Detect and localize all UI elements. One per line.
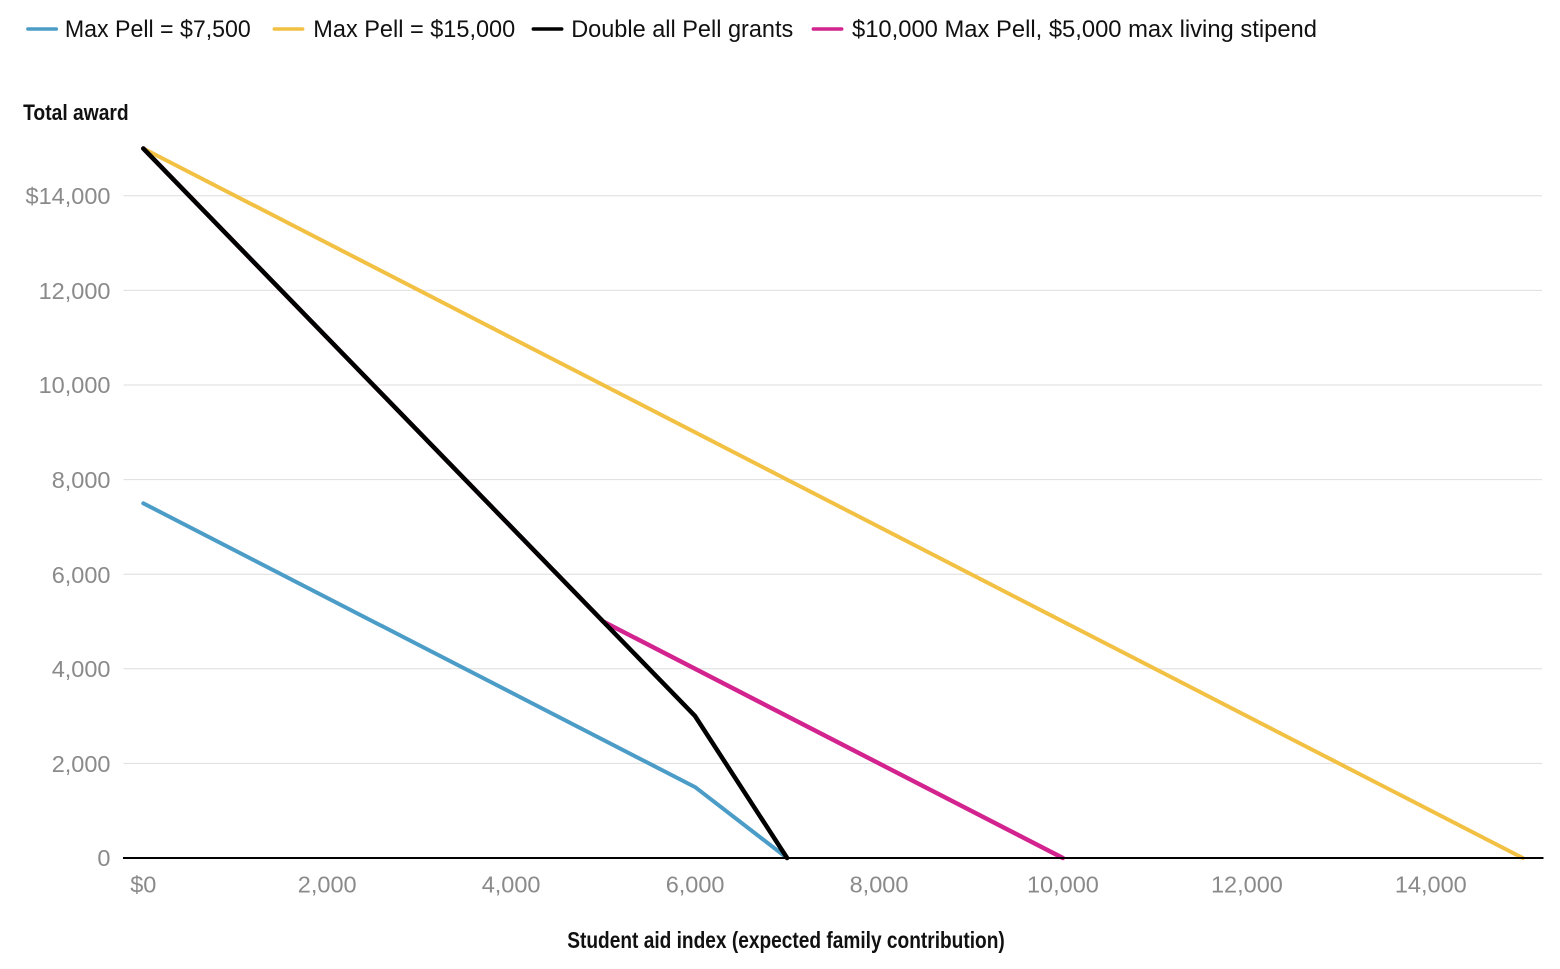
svg-text:6,000: 6,000 [52,562,111,588]
svg-text:0: 0 [97,845,110,871]
svg-text:8,000: 8,000 [52,467,111,493]
svg-text:14,000: 14,000 [1395,872,1467,898]
svg-text:12,000: 12,000 [1211,872,1283,898]
svg-text:Total award: Total award [23,100,129,125]
svg-text:6,000: 6,000 [666,872,725,898]
svg-text:2,000: 2,000 [52,751,111,777]
svg-text:8,000: 8,000 [850,872,909,898]
svg-text:Double all Pell grants: Double all Pell grants [571,16,793,43]
svg-text:$10,000 Max Pell, $5,000 max l: $10,000 Max Pell, $5,000 max living stip… [852,16,1317,43]
svg-text:Max Pell = $7,500: Max Pell = $7,500 [65,16,251,43]
svg-text:2,000: 2,000 [298,872,357,898]
svg-text:10,000: 10,000 [1027,872,1099,898]
svg-text:10,000: 10,000 [39,372,111,398]
svg-text:Max Pell = $15,000: Max Pell = $15,000 [313,16,515,43]
svg-text:12,000: 12,000 [39,278,111,304]
svg-text:$14,000: $14,000 [26,183,111,209]
svg-text:$0: $0 [130,872,156,898]
svg-text:Student aid index (expected fa: Student aid index (expected family contr… [567,927,1005,953]
svg-text:4,000: 4,000 [52,656,111,682]
svg-text:4,000: 4,000 [482,872,541,898]
